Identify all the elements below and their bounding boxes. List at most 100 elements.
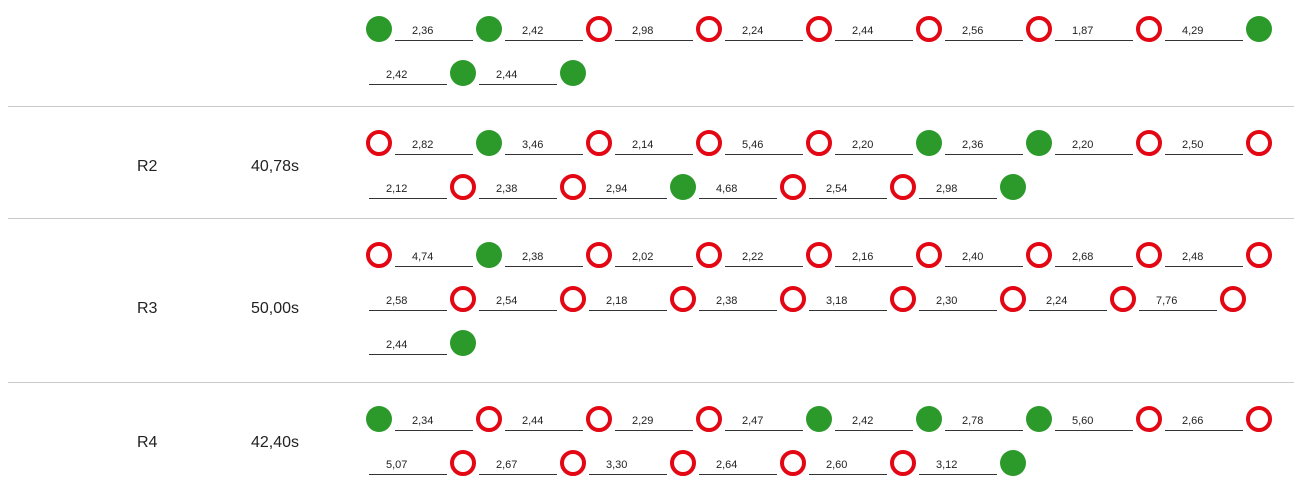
split-time: 2,44 bbox=[479, 68, 557, 85]
hit-dot-icon bbox=[476, 242, 502, 268]
row-separator bbox=[8, 382, 1294, 383]
miss-ring-icon bbox=[916, 242, 942, 268]
miss-ring-icon bbox=[1220, 286, 1246, 312]
miss-ring-icon bbox=[1246, 130, 1272, 156]
split-time: 2,22 bbox=[725, 250, 803, 267]
split-time: 2,48 bbox=[1165, 250, 1243, 267]
split-time: 2,64 bbox=[699, 458, 777, 475]
split-time: 1,87 bbox=[1055, 24, 1133, 41]
split-time: 2,44 bbox=[835, 24, 913, 41]
row-name: R2 bbox=[137, 158, 158, 175]
miss-ring-icon bbox=[1136, 242, 1162, 268]
hit-dot-icon bbox=[670, 174, 696, 200]
miss-ring-icon bbox=[450, 174, 476, 200]
sequence-line: 2,82 3,46 2,14 5,46 2,20 2,36 2,20 2,50 bbox=[366, 122, 1292, 164]
split-time: 2,60 bbox=[809, 458, 887, 475]
sequence-line: 2,12 2,38 2,94 4,68 2,54 2,98 bbox=[366, 166, 1292, 208]
shot-sequence: 4,74 2,38 2,02 2,22 2,16 2,40 2,68 2,48 2,58 2,54… bbox=[366, 234, 1292, 366]
sequence-line: 2,42 2,44 bbox=[366, 52, 1292, 94]
split-time: 2,50 bbox=[1165, 138, 1243, 155]
miss-ring-icon bbox=[696, 130, 722, 156]
miss-ring-icon bbox=[916, 16, 942, 42]
split-time: 2,42 bbox=[369, 68, 447, 85]
hit-dot-icon bbox=[450, 330, 476, 356]
miss-ring-icon bbox=[806, 16, 832, 42]
miss-ring-icon bbox=[560, 450, 586, 476]
miss-ring-icon bbox=[780, 286, 806, 312]
miss-ring-icon bbox=[670, 450, 696, 476]
split-time: 2,42 bbox=[505, 24, 583, 41]
split-time: 2,58 bbox=[369, 294, 447, 311]
split-time: 2,02 bbox=[615, 250, 693, 267]
miss-ring-icon bbox=[780, 174, 806, 200]
hit-dot-icon bbox=[1246, 16, 1272, 42]
miss-ring-icon bbox=[696, 406, 722, 432]
split-time: 2,44 bbox=[505, 414, 583, 431]
miss-ring-icon bbox=[780, 450, 806, 476]
hit-dot-icon bbox=[916, 406, 942, 432]
split-time: 2,24 bbox=[1029, 294, 1107, 311]
hit-dot-icon bbox=[560, 60, 586, 86]
hit-dot-icon bbox=[1000, 450, 1026, 476]
row-time: 42,40s bbox=[251, 434, 300, 451]
miss-ring-icon bbox=[1000, 286, 1026, 312]
miss-ring-icon bbox=[696, 242, 722, 268]
split-time: 3,30 bbox=[589, 458, 667, 475]
split-time: 4,74 bbox=[395, 250, 473, 267]
split-time: 2,44 bbox=[369, 338, 447, 355]
split-time: 2,54 bbox=[479, 294, 557, 311]
miss-ring-icon bbox=[890, 286, 916, 312]
miss-ring-icon bbox=[1026, 16, 1052, 42]
miss-ring-icon bbox=[560, 174, 586, 200]
miss-ring-icon bbox=[1246, 242, 1272, 268]
split-time: 2,20 bbox=[1055, 138, 1133, 155]
miss-ring-icon bbox=[586, 130, 612, 156]
split-time: 2,36 bbox=[395, 24, 473, 41]
shot-sequence: 2,36 2,42 2,98 2,24 2,44 2,56 1,87 4,29 2,42 2,44 bbox=[366, 8, 1292, 96]
miss-ring-icon bbox=[1246, 406, 1272, 432]
miss-ring-icon bbox=[560, 286, 586, 312]
miss-ring-icon bbox=[586, 242, 612, 268]
split-time: 4,29 bbox=[1165, 24, 1243, 41]
miss-ring-icon bbox=[1136, 130, 1162, 156]
hit-dot-icon bbox=[916, 130, 942, 156]
split-time: 2,14 bbox=[615, 138, 693, 155]
sequence-line: 2,44 bbox=[366, 322, 1292, 364]
row-name: R4 bbox=[137, 434, 158, 451]
miss-ring-icon bbox=[1110, 286, 1136, 312]
split-time: 2,82 bbox=[395, 138, 473, 155]
miss-ring-icon bbox=[586, 406, 612, 432]
split-time: 2,38 bbox=[505, 250, 583, 267]
miss-ring-icon bbox=[1136, 406, 1162, 432]
hit-dot-icon bbox=[476, 130, 502, 156]
split-time: 4,68 bbox=[699, 182, 777, 199]
miss-ring-icon bbox=[476, 406, 502, 432]
split-time: 2,56 bbox=[945, 24, 1023, 41]
miss-ring-icon bbox=[806, 242, 832, 268]
hit-dot-icon bbox=[366, 406, 392, 432]
split-time: 5,46 bbox=[725, 138, 803, 155]
miss-ring-icon bbox=[586, 16, 612, 42]
miss-ring-icon bbox=[366, 242, 392, 268]
miss-ring-icon bbox=[670, 286, 696, 312]
miss-ring-icon bbox=[1136, 16, 1162, 42]
row-separator bbox=[8, 218, 1294, 219]
hit-dot-icon bbox=[450, 60, 476, 86]
split-time: 2,67 bbox=[479, 458, 557, 475]
split-time: 7,76 bbox=[1139, 294, 1217, 311]
split-time: 2,66 bbox=[1165, 414, 1243, 431]
split-time: 2,34 bbox=[395, 414, 473, 431]
split-time: 5,60 bbox=[1055, 414, 1133, 431]
split-time: 2,54 bbox=[809, 182, 887, 199]
split-time: 5,07 bbox=[369, 458, 447, 475]
row-time: 50,00s bbox=[251, 300, 300, 317]
split-time: 2,30 bbox=[919, 294, 997, 311]
split-time: 2,42 bbox=[835, 414, 913, 431]
sequence-line: 2,36 2,42 2,98 2,24 2,44 2,56 1,87 4,29 bbox=[366, 8, 1292, 50]
shot-sequence: 2,34 2,44 2,29 2,47 2,42 2,78 5,60 2,66 5,07 2,67… bbox=[366, 398, 1292, 486]
split-time: 3,12 bbox=[919, 458, 997, 475]
split-time: 2,29 bbox=[615, 414, 693, 431]
miss-ring-icon bbox=[890, 450, 916, 476]
miss-ring-icon bbox=[450, 286, 476, 312]
miss-ring-icon bbox=[450, 450, 476, 476]
